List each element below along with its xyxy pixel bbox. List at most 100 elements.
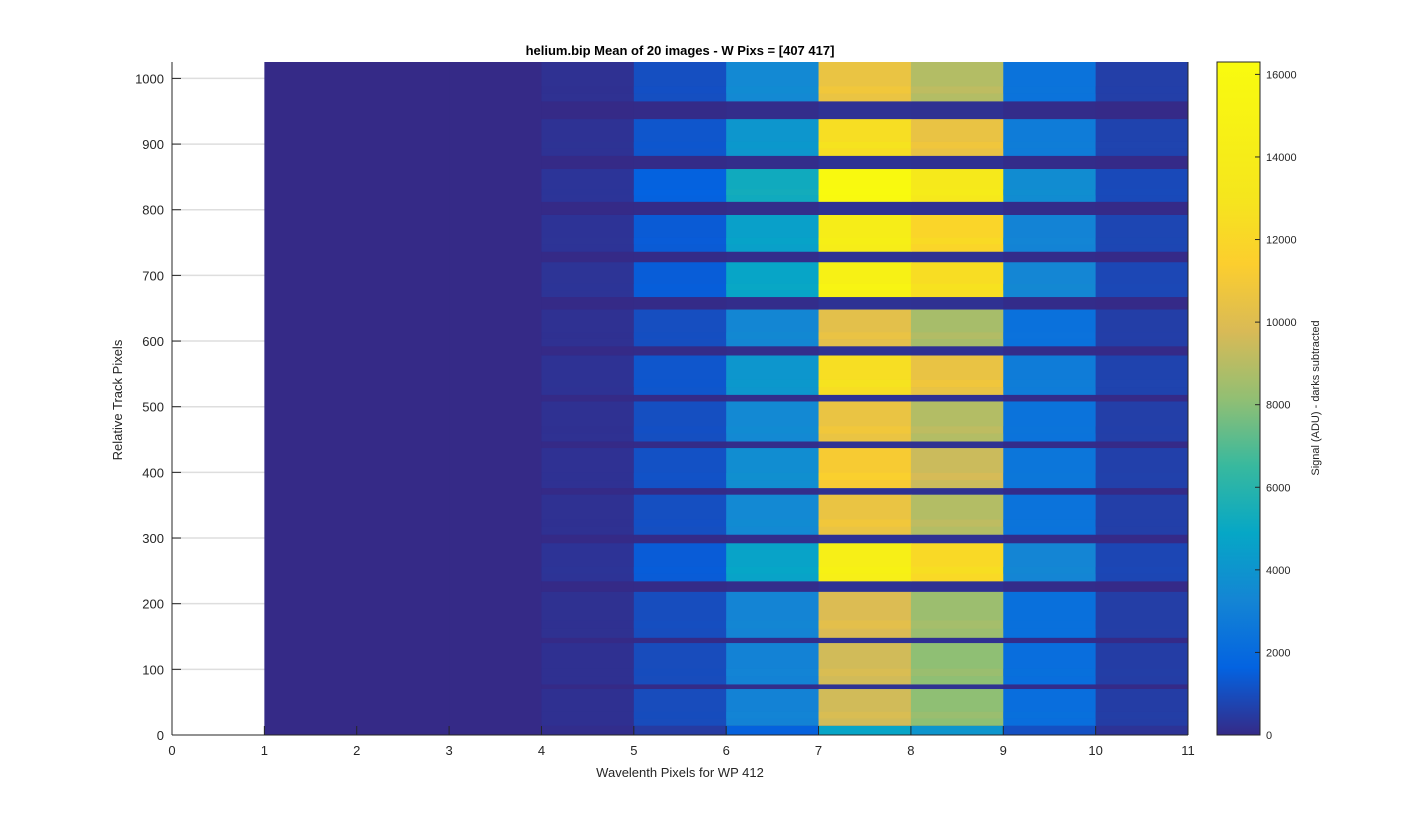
heatmap-cell xyxy=(1095,689,1188,726)
heatmap-cell xyxy=(818,725,912,735)
heatmap-cell xyxy=(633,591,727,638)
heatmap-cell xyxy=(1095,494,1188,535)
heatmap-cell xyxy=(726,214,820,252)
heatmap-cell xyxy=(1095,725,1188,735)
heatmap-cell-shade xyxy=(818,472,912,481)
heatmap-cell-shade xyxy=(910,426,1004,434)
heatmap-cell xyxy=(1095,262,1188,298)
heatmap-cell-shade xyxy=(633,426,727,434)
colorbar-tick-label: 6000 xyxy=(1266,482,1290,494)
y-axis-ticks: 0 100 200 300 400 500 600 700 800 900 1000 xyxy=(135,71,181,743)
heatmap-cell xyxy=(818,169,912,202)
heatmap-cell-shade xyxy=(541,141,635,149)
heatmap-cell-shade xyxy=(1003,519,1097,527)
heatmap-track-gap xyxy=(1003,581,1097,592)
x-tick-label: 9 xyxy=(1000,743,1007,758)
x-tick-label: 5 xyxy=(630,743,637,758)
heatmap-cell-shade xyxy=(726,711,820,719)
heatmap-cell xyxy=(910,62,1004,102)
y-tick-label: 700 xyxy=(142,268,164,283)
heatmap-cell-shade xyxy=(541,519,635,527)
heatmap-track-gap xyxy=(726,534,820,544)
heatmap-cell xyxy=(1095,543,1188,582)
heatmap-cell xyxy=(1003,119,1097,156)
colorbar-tick-label: 12000 xyxy=(1266,235,1297,247)
heatmap-cell xyxy=(1095,309,1188,347)
heatmap-cell-shade xyxy=(910,141,1004,149)
heatmap-cell-shade xyxy=(633,332,727,339)
heatmap-cell xyxy=(726,494,820,535)
heatmap-cell xyxy=(818,401,912,442)
x-axis-label: Wavelenth Pixels for WP 412 xyxy=(596,765,764,780)
heatmap-track-gap xyxy=(726,297,820,310)
heatmap-track-gap xyxy=(633,101,727,120)
heatmap-cell xyxy=(818,355,912,395)
heatmap-track-gap xyxy=(1095,441,1188,449)
heatmap-track-gap xyxy=(726,581,820,592)
heatmap-cell-shade xyxy=(818,237,912,245)
heatmap-column-background xyxy=(356,62,450,735)
heatmap-cell-shade xyxy=(1095,237,1188,245)
colorbar-tick-label: 8000 xyxy=(1266,400,1290,412)
heatmap-cell-shade xyxy=(1095,189,1188,196)
heatmap-track-gap xyxy=(1095,581,1188,592)
heatmap-track-gap xyxy=(633,684,727,690)
heatmap-cell xyxy=(633,643,727,685)
heatmap-cell xyxy=(910,169,1004,202)
heatmap-track-gap xyxy=(818,346,912,356)
heatmap-cell xyxy=(726,725,820,735)
heatmap-track-gap xyxy=(726,346,820,356)
heatmap-cell-shade xyxy=(818,519,912,527)
heatmap-track-gap xyxy=(1095,394,1188,402)
heatmap-cell-shade xyxy=(1003,283,1097,291)
heatmap-cell-shade xyxy=(633,237,727,245)
x-tick-label: 2 xyxy=(353,743,360,758)
heatmap-track-gap xyxy=(910,534,1004,544)
heatmap-track-gap xyxy=(1095,251,1188,263)
heatmap-track-gap xyxy=(633,441,727,449)
heatmap-track-gap xyxy=(818,534,912,544)
heatmap-cell xyxy=(910,725,1004,735)
heatmap-cell xyxy=(1095,591,1188,638)
heatmap-cell-shade xyxy=(818,283,912,291)
heatmap-cell-shade xyxy=(1095,86,1188,94)
heatmap-cell-shade xyxy=(910,620,1004,629)
heatmap-track-gap xyxy=(633,394,727,402)
heatmap-cell xyxy=(541,591,635,638)
heatmap-cell xyxy=(541,401,635,442)
heatmap-cell xyxy=(818,262,912,298)
heatmap-cell xyxy=(910,262,1004,298)
heatmap-track-gap xyxy=(818,684,912,690)
heatmap-track-gap xyxy=(1095,637,1188,644)
heatmap-cell-shade xyxy=(1003,620,1097,629)
heatmap-track-gap xyxy=(910,101,1004,120)
heatmap-cell-shade xyxy=(541,237,635,245)
heatmap-cell xyxy=(818,643,912,685)
heatmap-cell-shade xyxy=(726,237,820,245)
heatmap-cell xyxy=(541,448,635,489)
heatmap-track-gap xyxy=(726,155,820,170)
heatmap-cell-shade xyxy=(818,332,912,339)
heatmap-cell-shade xyxy=(1003,566,1097,574)
heatmap-track-gap xyxy=(910,637,1004,644)
heatmap-cell-shade xyxy=(818,426,912,434)
heatmap-track-gap xyxy=(726,637,820,644)
heatmap-track-gap xyxy=(541,637,635,644)
heatmap-track-gap xyxy=(1003,394,1097,402)
y-tick-label: 600 xyxy=(142,334,164,349)
y-tick-label: 1000 xyxy=(135,71,164,86)
heatmap-track-gap xyxy=(1003,637,1097,644)
heatmap-cell xyxy=(1003,169,1097,202)
colorbar-ticks: 0 2000 4000 6000 8000 10000 12000 14000 16000 xyxy=(1255,69,1297,742)
heatmap-cell xyxy=(541,494,635,535)
heatmap-cell-shade xyxy=(726,566,820,574)
heatmap-track-gap xyxy=(633,534,727,544)
colorbar-tick-label: 16000 xyxy=(1266,69,1297,81)
heatmap-cell-shade xyxy=(726,620,820,629)
heatmap-cell xyxy=(541,689,635,726)
heatmap-cell xyxy=(726,262,820,298)
heatmap-cell xyxy=(726,591,820,638)
heatmap-cell-shade xyxy=(541,189,635,196)
heatmap-cell xyxy=(818,543,912,582)
